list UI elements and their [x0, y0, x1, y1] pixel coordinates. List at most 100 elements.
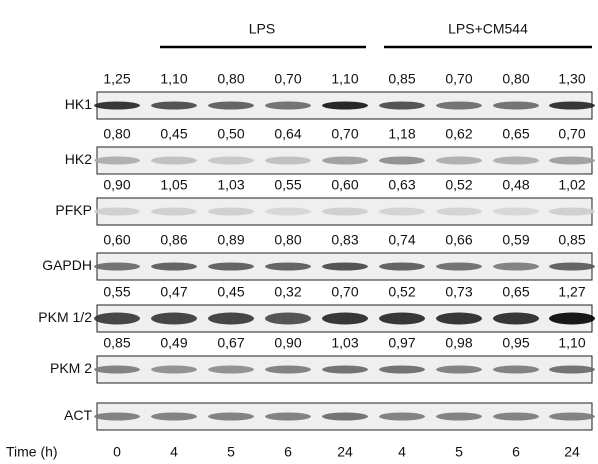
density-value: 1,10 — [331, 71, 358, 87]
band — [322, 365, 368, 374]
band — [549, 101, 595, 110]
time-label: Time (h) — [6, 444, 58, 460]
density-value: 0,60 — [103, 232, 130, 248]
density-value: 0,95 — [502, 335, 529, 351]
row-label: PKM 1/2 — [38, 309, 92, 325]
density-value: 0,52 — [388, 284, 415, 300]
density-value: 0,90 — [103, 177, 130, 193]
density-value: 0,85 — [558, 232, 585, 248]
density-value: 0,73 — [445, 284, 472, 300]
row-label: GAPDH — [42, 257, 92, 273]
density-value: 0,74 — [388, 232, 415, 248]
density-value: 0,80 — [103, 126, 130, 142]
band — [436, 312, 482, 325]
band — [151, 412, 197, 421]
band — [151, 365, 197, 374]
band — [549, 262, 595, 271]
density-value: 1,10 — [160, 71, 187, 87]
density-value: 0,70 — [445, 71, 472, 87]
band — [151, 101, 197, 110]
band — [151, 262, 197, 271]
band — [265, 262, 311, 271]
row-label: HK1 — [65, 96, 92, 112]
band — [379, 262, 425, 271]
band — [436, 365, 482, 374]
density-value: 0,89 — [217, 232, 244, 248]
band — [436, 412, 482, 421]
time-value: 5 — [227, 444, 235, 460]
band — [94, 156, 140, 165]
band — [322, 262, 368, 271]
density-value: 1,30 — [558, 71, 585, 87]
density-value: 0,66 — [445, 232, 472, 248]
density-value: 1,10 — [558, 335, 585, 351]
density-value: 0,70 — [274, 71, 301, 87]
band — [265, 207, 311, 216]
density-value: 1,18 — [388, 126, 415, 142]
band — [379, 207, 425, 216]
density-value: 0,45 — [160, 126, 187, 142]
band — [265, 412, 311, 421]
band — [379, 365, 425, 374]
density-value: 0,86 — [160, 232, 187, 248]
density-value: 0,80 — [217, 71, 244, 87]
time-value: 4 — [170, 444, 178, 460]
band — [493, 365, 539, 374]
row-label: PFKP — [55, 202, 92, 218]
row-label: ACT — [64, 407, 92, 423]
density-value: 0,65 — [502, 284, 529, 300]
band — [208, 156, 254, 165]
band — [94, 412, 140, 421]
time-value: 0 — [113, 444, 121, 460]
band — [322, 412, 368, 421]
band — [493, 312, 539, 325]
band — [94, 262, 140, 271]
density-value: 0,59 — [502, 232, 529, 248]
group-label: LPS+CM544 — [448, 21, 528, 37]
density-value: 0,80 — [502, 71, 529, 87]
band — [493, 207, 539, 216]
density-value: 0,65 — [502, 126, 529, 142]
band — [322, 101, 368, 110]
band — [94, 101, 140, 110]
density-value: 0,67 — [217, 335, 244, 351]
band — [151, 207, 197, 216]
band — [549, 365, 595, 374]
density-value: 0,64 — [274, 126, 301, 142]
band — [151, 156, 197, 165]
band — [265, 312, 311, 325]
band — [493, 262, 539, 271]
density-value: 0,47 — [160, 284, 187, 300]
band — [436, 101, 482, 110]
band — [94, 207, 140, 216]
band — [493, 412, 539, 421]
band — [493, 101, 539, 110]
density-value: 0,83 — [331, 232, 358, 248]
density-value: 0,70 — [331, 284, 358, 300]
density-value: 0,63 — [388, 177, 415, 193]
density-value: 0,60 — [331, 177, 358, 193]
band — [208, 412, 254, 421]
density-value: 0,70 — [558, 126, 585, 142]
time-value: 5 — [455, 444, 463, 460]
time-value: 6 — [512, 444, 520, 460]
band — [265, 365, 311, 374]
density-value: 1,05 — [160, 177, 187, 193]
band — [208, 101, 254, 110]
density-value: 0,85 — [103, 335, 130, 351]
density-value: 0,55 — [274, 177, 301, 193]
density-value: 0,80 — [274, 232, 301, 248]
band — [151, 312, 197, 325]
band — [549, 412, 595, 421]
band — [265, 101, 311, 110]
band — [322, 207, 368, 216]
density-value: 0,55 — [103, 284, 130, 300]
band — [322, 312, 368, 325]
density-value: 1,03 — [217, 177, 244, 193]
density-value: 1,25 — [103, 71, 130, 87]
band — [379, 312, 425, 325]
band — [436, 156, 482, 165]
density-value: 0,98 — [445, 335, 472, 351]
